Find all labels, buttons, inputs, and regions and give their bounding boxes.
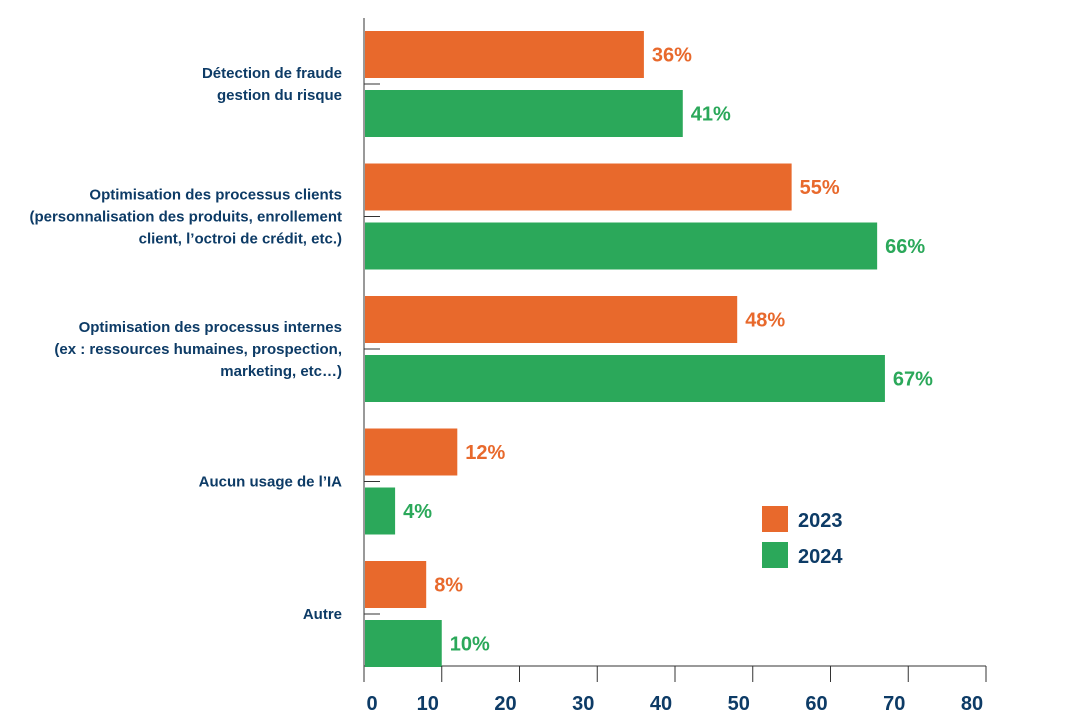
data-label: 48% xyxy=(745,310,785,332)
x-tick-label: 60 xyxy=(805,693,827,715)
category-label: (ex : ressources humaines, prospection, xyxy=(54,341,342,358)
data-label: 8% xyxy=(434,575,463,597)
bar xyxy=(365,296,738,343)
data-label: 36% xyxy=(652,45,692,67)
x-tick-label: 80 xyxy=(961,693,983,715)
bars xyxy=(365,31,885,667)
category-label: Autre xyxy=(303,606,342,623)
x-tick-label: 10 xyxy=(417,693,439,715)
data-label: 41% xyxy=(691,104,731,126)
x-tick-label: 20 xyxy=(494,693,516,715)
category-label: (personnalisation des produits, enrollem… xyxy=(29,209,342,226)
legend-label: 2023 xyxy=(798,510,843,532)
data-label: 4% xyxy=(403,501,432,523)
category-label: client, l’octroi de crédit, etc.) xyxy=(139,231,342,248)
data-label: 55% xyxy=(800,177,840,199)
bar xyxy=(365,561,427,608)
x-tick-label: 0 xyxy=(366,693,377,715)
legend: 2023 2024 xyxy=(762,506,843,568)
legend-label: 2024 xyxy=(798,546,843,568)
category-label: Optimisation des processus clients xyxy=(89,187,342,204)
category-label: marketing, etc…) xyxy=(220,363,342,380)
x-axis-ticks: 0 10 20 30 40 50 60 70 80 xyxy=(363,666,987,715)
legend-swatch xyxy=(762,542,788,568)
bar xyxy=(365,31,644,78)
bar xyxy=(365,355,885,402)
bar xyxy=(365,90,683,137)
category-label: gestion du risque xyxy=(217,87,342,104)
bar xyxy=(365,620,442,667)
bar xyxy=(365,163,792,211)
category-label: Aucun usage de l’IA xyxy=(199,474,343,491)
data-label: 66% xyxy=(885,236,925,258)
data-label: 67% xyxy=(893,369,933,391)
category-labels: Détection de fraude gestion du risque Opti… xyxy=(29,65,342,623)
x-tick-label: 70 xyxy=(883,693,905,715)
x-tick-label: 50 xyxy=(728,693,750,715)
x-tick-label: 30 xyxy=(572,693,594,715)
x-tick-label: 40 xyxy=(650,693,672,715)
data-label: 12% xyxy=(465,442,505,464)
bar xyxy=(365,428,458,476)
bar xyxy=(365,222,878,270)
category-label: Détection de fraude xyxy=(202,65,342,82)
category-label: Optimisation des processus internes xyxy=(79,319,342,336)
value-labels: 36% 41% 55% 66% 48% 67% 12% 4% 8% 10% xyxy=(403,45,933,656)
bar xyxy=(365,487,396,535)
legend-swatch xyxy=(762,506,788,532)
data-label: 10% xyxy=(450,634,490,656)
